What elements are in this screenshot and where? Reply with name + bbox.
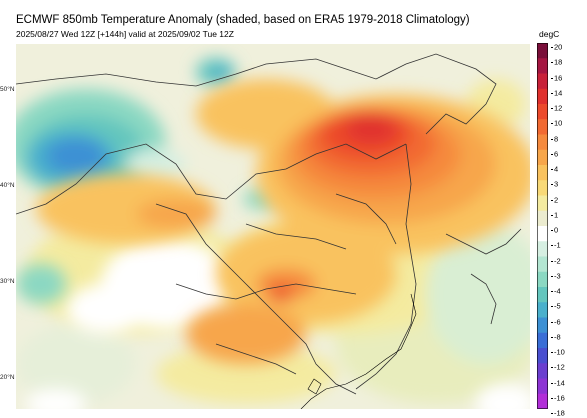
colorbar-tick-label: 20 — [554, 42, 563, 52]
colorbar-tick-mark — [551, 108, 553, 109]
colorbar-tick-mark — [551, 169, 553, 170]
colorbar-tick-mark — [551, 184, 553, 186]
colorbar-tick-label: 10 — [554, 118, 563, 128]
colorbar-tick-mark — [551, 47, 553, 48]
colorbar-tick-label: 0 — [554, 225, 559, 235]
colorbar-swatch — [537, 180, 548, 196]
colorbar-swatch — [537, 58, 548, 74]
colorbar-swatch — [537, 348, 548, 364]
colorbar-unit: degC — [539, 29, 560, 39]
colorbar — [537, 43, 548, 410]
colorbar-swatch — [537, 195, 548, 212]
colorbar-swatch — [537, 256, 548, 273]
colorbar-tick-label: 1 — [554, 210, 559, 220]
colorbar-tick-label: 3 — [554, 179, 559, 189]
anomaly-field-neutral — [26, 79, 530, 409]
colorbar-tick-label: 6 — [554, 149, 559, 159]
colorbar-tick-label: -18 — [554, 408, 565, 418]
colorbar-swatch — [537, 363, 548, 379]
colorbar-tick-label: -8 — [554, 332, 561, 342]
colorbar-tick-mark — [551, 77, 553, 79]
colorbar-swatch — [537, 226, 548, 242]
colorbar-tick-mark — [551, 260, 553, 262]
colorbar-swatch — [537, 104, 548, 120]
colorbar-tick-label: -2 — [554, 256, 561, 265]
colorbar-swatch — [537, 119, 548, 135]
map-canvas — [16, 44, 530, 409]
colorbar-tick-label: -16 — [554, 393, 565, 403]
colorbar-swatches — [537, 43, 548, 410]
map-title: ECMWF 850mb Temperature Anomaly (shaded,… — [16, 14, 470, 26]
colorbar-tick-label: 16 — [554, 73, 563, 82]
coastline — [300, 293, 417, 409]
colorbar-swatch — [537, 271, 548, 288]
colorbar-tick-mark — [551, 123, 553, 125]
colorbar-swatch — [537, 134, 548, 151]
colorbar-ticks: 20 18 16 14 12 10 8 6 4 3 2 1 0 -1 -2 -3 -4 -5 -6 -8 -10 -12-… — [551, 42, 587, 418]
colorbar-tick-label: 18 — [554, 57, 563, 67]
colorbar-swatch — [537, 210, 548, 227]
colorbar-swatch — [537, 393, 548, 410]
colorbar-swatch — [537, 165, 548, 181]
colorbar-swatch — [537, 88, 548, 105]
lat-label-30n: 30°N — [0, 278, 15, 285]
colorbar-tick-label: -6 — [554, 317, 561, 326]
colorbar-tick-mark — [551, 275, 553, 277]
anomaly-field-cold — [16, 58, 279, 304]
colorbar-swatch — [537, 378, 548, 395]
colorbar-tick-mark — [551, 382, 553, 384]
country-borders — [16, 53, 522, 395]
lat-label-40n: 40°N — [0, 182, 15, 189]
colorbar-swatch — [537, 287, 548, 303]
colorbar-tick-mark — [551, 336, 553, 338]
colorbar-tick-mark — [551, 397, 553, 399]
colorbar-tick-mark — [551, 245, 553, 247]
colorbar-tick-mark — [551, 214, 553, 216]
colorbar-tick-mark — [551, 352, 553, 353]
colorbar-tick-mark — [551, 62, 553, 64]
colorbar-swatch — [537, 317, 548, 334]
colorbar-tick-label: -5 — [554, 301, 561, 311]
colorbar-tick-mark — [551, 291, 553, 292]
colorbar-tick-label: -3 — [554, 271, 561, 281]
colorbar-tick-label: 4 — [554, 164, 559, 174]
colorbar-tick-mark — [551, 321, 553, 323]
colorbar-tick-label: 12 — [554, 103, 563, 113]
anomaly-map — [16, 44, 530, 409]
colorbar-swatch — [537, 43, 548, 59]
colorbar-tick-mark — [551, 153, 553, 155]
colorbar-swatch — [537, 241, 548, 257]
colorbar-tick-mark — [551, 367, 553, 369]
colorbar-tick-mark — [551, 199, 553, 201]
colorbar-tick-mark — [551, 306, 553, 308]
lat-label-50n: 50°N — [0, 86, 15, 93]
map-subtitle: 2025/08/27 Wed 12Z [+144h] valid at 2025… — [16, 29, 234, 39]
colorbar-tick-label: -1 — [554, 240, 561, 250]
colorbar-tick-label: 14 — [554, 88, 563, 98]
colorbar-swatch — [537, 73, 548, 90]
colorbar-tick-mark — [551, 413, 553, 414]
colorbar-tick-mark — [551, 92, 553, 94]
colorbar-tick-label: 2 — [554, 195, 559, 204]
colorbar-tick-label: 8 — [554, 134, 559, 143]
colorbar-tick-label: -12 — [554, 362, 565, 372]
colorbar-tick-label: -4 — [554, 286, 561, 296]
lat-label-20n: 20°N — [0, 374, 15, 381]
colorbar-tick-label: -14 — [554, 378, 565, 387]
colorbar-tick-mark — [551, 230, 553, 231]
anomaly-field-warm — [36, 79, 530, 364]
colorbar-tick-label: -10 — [554, 347, 565, 357]
colorbar-swatch — [537, 149, 548, 166]
colorbar-swatch — [537, 302, 548, 318]
colorbar-tick-mark — [551, 138, 553, 140]
colorbar-swatch — [537, 332, 548, 349]
